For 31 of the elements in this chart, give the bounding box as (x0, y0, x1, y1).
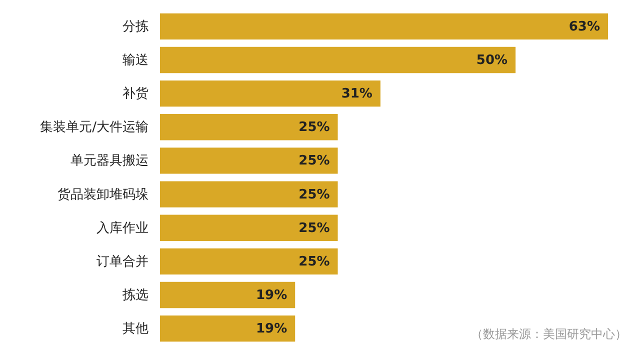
bar (160, 214, 338, 241)
data-label: 25% (298, 254, 330, 270)
bar (160, 13, 608, 40)
bar (160, 315, 296, 342)
y-tick-label: 其他 (122, 322, 148, 337)
y-tick-label: 输送 (122, 53, 148, 68)
y-tick-label: 货品装卸堆码垛 (58, 187, 148, 202)
data-label: 25% (298, 120, 330, 136)
y-tick-label: 订单合并 (96, 254, 148, 270)
annotation: （数据来源：美国研究中心） (471, 326, 627, 343)
bar (160, 46, 516, 74)
bar (160, 148, 338, 174)
data-label: 19% (256, 288, 288, 303)
y-tick-label: 集装单元/大件运输 (40, 120, 148, 136)
bar (160, 80, 380, 107)
bar (160, 282, 296, 308)
y-tick-label: 单元器具搬运 (70, 154, 148, 169)
y-tick-label: 入库作业 (96, 220, 148, 236)
bar (160, 181, 338, 208)
bar (160, 114, 338, 140)
y-tick-label: 拣选 (122, 288, 148, 303)
data-label: 19% (256, 322, 288, 337)
y-tick-label: 补货 (122, 86, 148, 102)
data-label: 25% (298, 220, 330, 236)
data-label: 25% (298, 154, 330, 169)
data-label: 50% (476, 53, 508, 68)
y-tick-label: 分拣 (122, 19, 148, 34)
bar (160, 248, 338, 275)
data-label: 31% (341, 86, 372, 102)
data-label: 25% (298, 187, 330, 202)
data-label: 63% (568, 19, 600, 34)
